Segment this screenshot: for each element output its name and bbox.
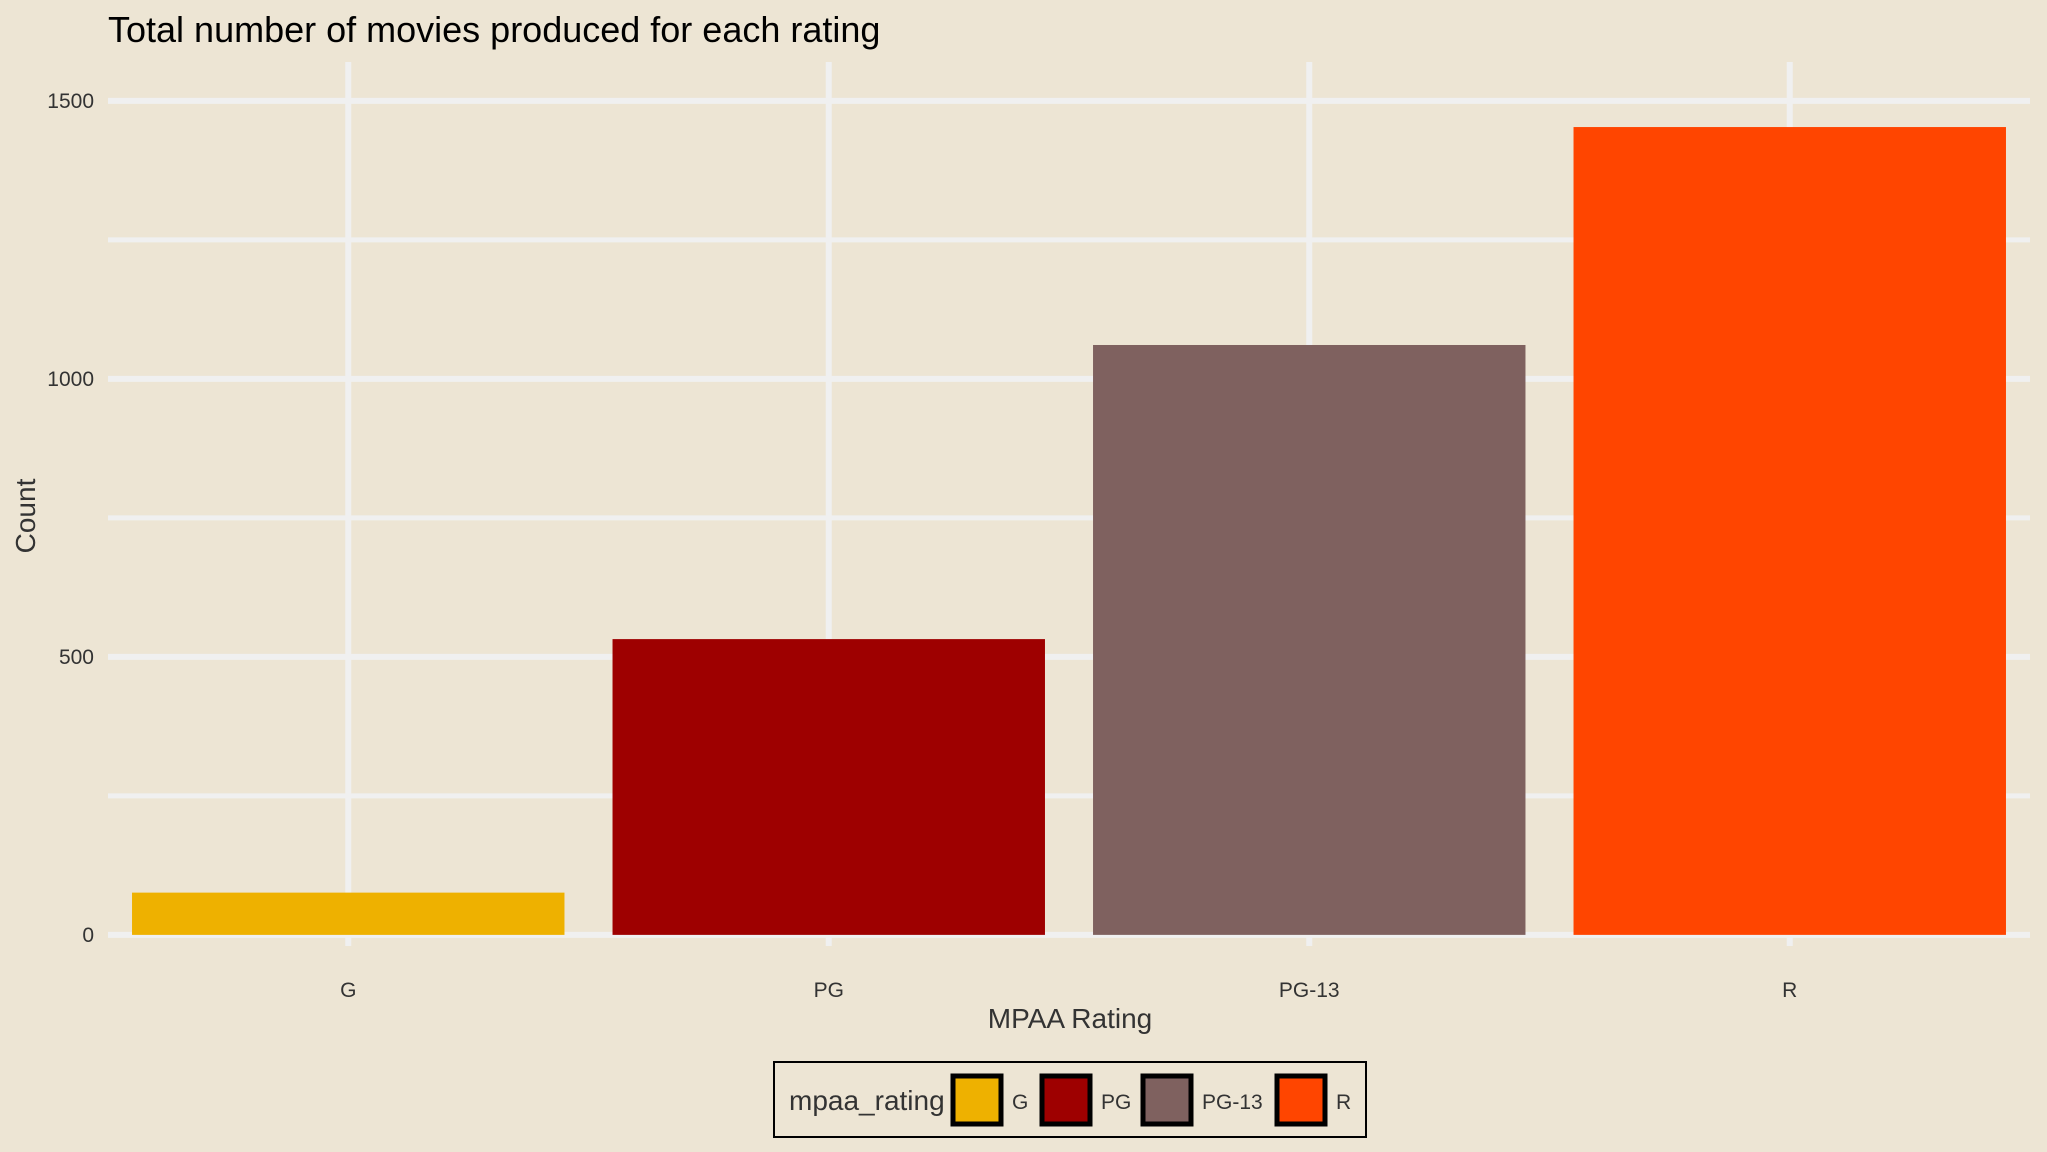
- bars: [132, 127, 2006, 935]
- y-tick-label: 1000: [47, 368, 94, 391]
- y-tick-label: 500: [59, 646, 94, 669]
- y-tick-label: 1500: [47, 90, 94, 113]
- x-axis-title: MPAA Rating: [988, 1003, 1152, 1034]
- legend-key-pg-13: [1140, 1073, 1194, 1127]
- bar-r: [1573, 127, 2006, 935]
- chart-title: Total number of movies produced for each…: [108, 9, 880, 50]
- bar-pg-13: [1093, 344, 1526, 935]
- x-tick-label: G: [340, 979, 356, 1002]
- legend-entries: G PG PG-13 R: [950, 1073, 1351, 1127]
- legend-box: [773, 1061, 1367, 1138]
- legend-label: R: [1336, 1091, 1351, 1114]
- tick-labels: 0 500 1000 1500 G PG PG-13 R: [47, 90, 1797, 1002]
- legend-key-r: [1274, 1073, 1328, 1127]
- x-tick-label: PG: [814, 979, 844, 1002]
- legend-label: G: [1012, 1091, 1028, 1114]
- legend-key-g: [950, 1073, 1004, 1127]
- legend-label: PG-13: [1202, 1091, 1263, 1114]
- x-tick-label: R: [1782, 979, 1797, 1002]
- legend-label: PG: [1101, 1091, 1131, 1114]
- bar-pg: [612, 639, 1045, 935]
- y-tick-label: 0: [82, 924, 94, 947]
- legend: mpaa_rating G PG PG-13 R: [773, 1061, 1367, 1138]
- legend-key-pg: [1039, 1073, 1093, 1127]
- y-axis-title: Count: [10, 478, 41, 553]
- legend-title: mpaa_rating: [789, 1085, 945, 1116]
- x-tick-label: PG-13: [1279, 979, 1340, 1002]
- bar-g: [132, 892, 565, 935]
